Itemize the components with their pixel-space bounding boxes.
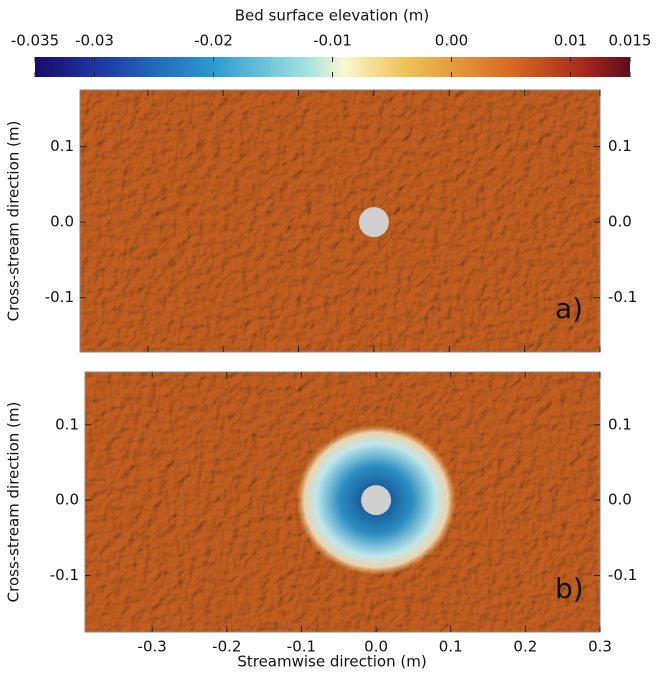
y-axis-label: Cross-stream direction (m) (5, 402, 23, 603)
x-tick-label: 0.1 (439, 638, 463, 656)
bed-overlay (80, 90, 600, 352)
y-tick-label: -0.1 (50, 566, 79, 584)
y-tick-label: 0.1 (50, 137, 74, 155)
colorbar-tick-label: -0.03 (75, 32, 114, 50)
y-tick-label: -0.1 (45, 288, 74, 306)
panel-frame (79, 89, 601, 353)
colorbar (35, 57, 630, 77)
colorbar-tick-label: 0.015 (609, 32, 652, 50)
x-axis-label: Streamwise direction (m) (237, 653, 426, 671)
y-tick-label: -0.1 (608, 566, 637, 584)
y-tick-label: 0.0 (55, 491, 79, 509)
x-tick-label: 0.3 (588, 638, 612, 656)
y-tick-label: -0.1 (608, 288, 637, 306)
y-tick-label: 0.1 (55, 415, 79, 433)
x-tick-label: 0.2 (513, 638, 537, 656)
colorbar-title: Bed surface elevation (m) (235, 7, 430, 25)
x-tick-label: -0.2 (212, 638, 241, 656)
y-axis-label: Cross-stream direction (m) (5, 121, 23, 322)
colorbar-tick-label: -0.035 (11, 32, 59, 50)
y-tick-label: 0.0 (608, 213, 632, 231)
y-tick-label: 0.1 (608, 137, 632, 155)
y-tick-label: 0.1 (608, 415, 632, 433)
pier (361, 485, 392, 516)
panel-label: a) (555, 292, 583, 325)
y-tick-label: 0.0 (50, 213, 74, 231)
x-tick-label: -0.3 (138, 638, 167, 656)
panel-frame (84, 371, 601, 633)
colorbar-tick-label: -0.02 (194, 32, 233, 50)
pier (358, 207, 389, 238)
x-tick-label: -0.1 (287, 638, 316, 656)
colorbar-tick-label: 0.00 (435, 32, 468, 50)
bed-texture (80, 90, 600, 352)
colorbar-tick-label: 0.01 (554, 32, 587, 50)
panel-label: b) (555, 572, 584, 605)
x-tick-label: 0.0 (364, 638, 388, 656)
colorbar-tick-label: -0.01 (313, 32, 352, 50)
y-tick-label: 0.0 (608, 491, 632, 509)
